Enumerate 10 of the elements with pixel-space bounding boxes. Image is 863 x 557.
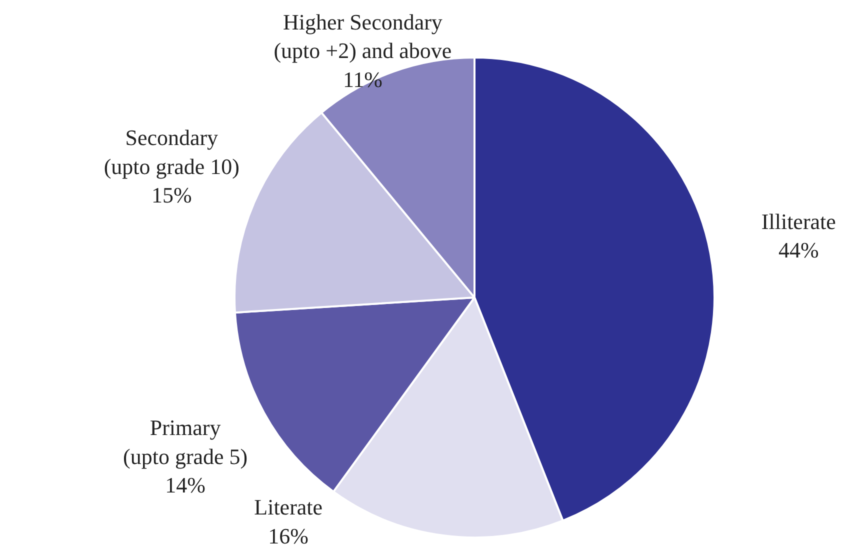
slice-label: Higher Secondary (upto +2) and above bbox=[274, 9, 452, 63]
data-label: 15% bbox=[151, 182, 192, 208]
data-label: 16% bbox=[268, 523, 308, 548]
slice-label: Literate bbox=[254, 494, 323, 520]
data-label: 44% bbox=[778, 238, 819, 263]
data-label: 14% bbox=[165, 472, 206, 498]
slice-label: Illiterate bbox=[761, 208, 836, 234]
data-label: 11% bbox=[342, 66, 382, 92]
slice-label: Secondary (upto grade 10) bbox=[104, 125, 240, 179]
slice-label: Primary (upto grade 5) bbox=[123, 415, 248, 469]
